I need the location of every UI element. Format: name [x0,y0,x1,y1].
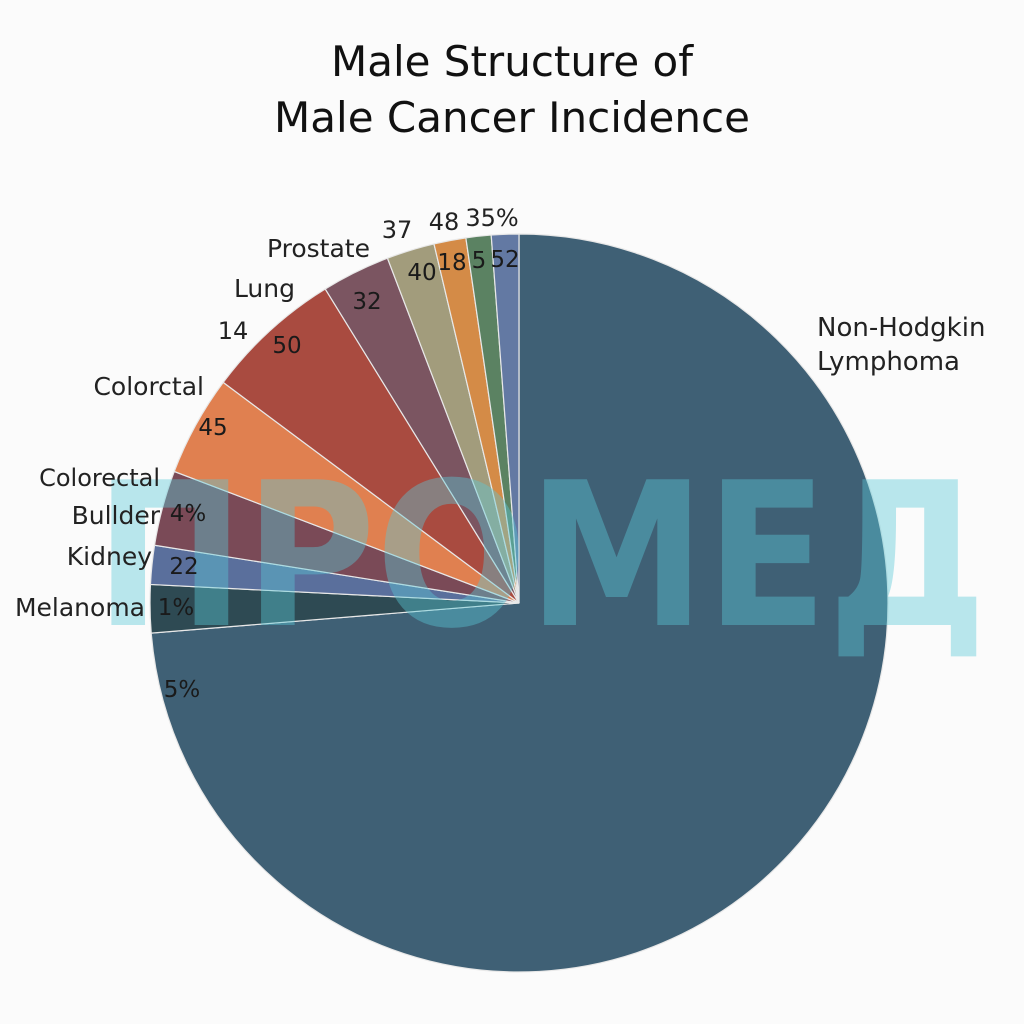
annotation: 37 [381,216,413,244]
slice-label: 50 [272,333,302,359]
slice-label: 45 [198,415,228,441]
annotation: 14 [217,317,249,345]
slice-label: 32 [352,289,382,315]
category-label: Lung [233,274,295,303]
slice-label: 18 [437,250,467,276]
annotation: 48 [428,208,460,236]
category-label: Prostate [267,234,370,263]
slice-label: 5 [471,248,487,274]
slice-label: 40 [407,260,437,286]
watermark: ПРОМЕД [95,440,987,673]
slice-label: 1% [157,595,195,621]
category-label: Kidney [66,542,152,571]
slice-label: 4% [169,501,207,527]
slice-label: 5% [163,677,201,703]
slice-label: 22 [169,554,199,580]
category-label: Bullder [71,501,160,530]
pie-slice [222,288,520,604]
slice-label: 52 [490,247,520,273]
category-label: Melanoma [14,593,145,622]
pie-slice [490,233,520,604]
category-label: Non-Hodgkin Lymphoma [817,313,986,377]
chart-title: Male Structure of [330,37,694,86]
category-label: Colorctal [93,372,204,401]
annotation: Colorectal [39,464,160,492]
chart-title: Male Cancer Incidence [274,93,750,142]
annotation: 35% [465,204,519,232]
